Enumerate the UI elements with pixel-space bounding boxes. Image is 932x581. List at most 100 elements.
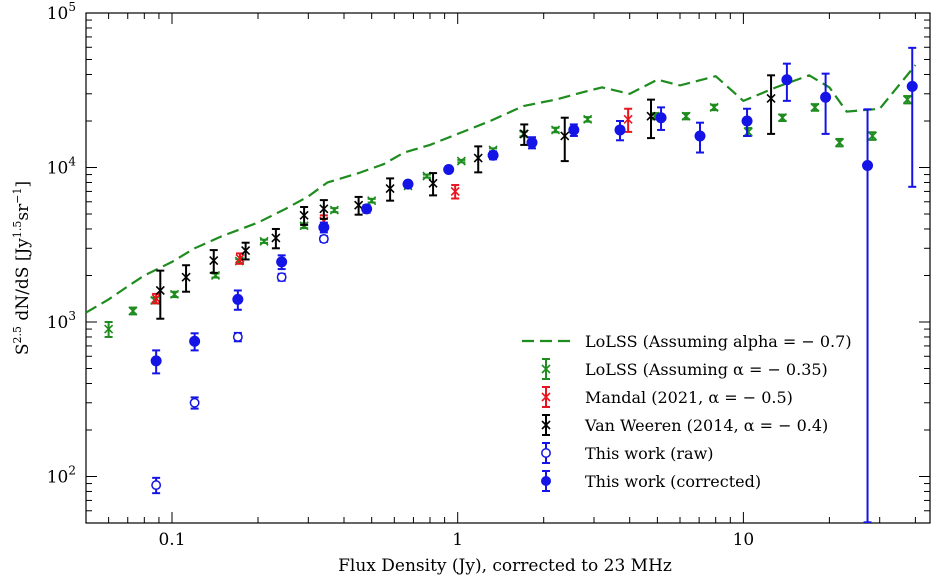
x-marker-stroke xyxy=(367,196,377,206)
x-marker-stroke xyxy=(456,156,466,166)
x-marker-stroke xyxy=(650,111,660,121)
x-marker-stroke xyxy=(473,153,483,163)
data-point xyxy=(128,306,138,316)
data-point xyxy=(361,203,373,215)
data-point xyxy=(104,320,114,338)
filled-circle-marker xyxy=(487,149,499,161)
x-marker-stroke xyxy=(329,205,339,215)
x-marker-stroke xyxy=(428,178,438,188)
data-point xyxy=(834,137,845,148)
series-lolss_pts xyxy=(104,95,912,338)
open-circle-marker xyxy=(151,480,162,491)
filled-circle-marker xyxy=(361,203,373,215)
plot-frame xyxy=(85,12,931,524)
y-tick-label: 105 xyxy=(47,0,76,24)
filled-circle-marker xyxy=(655,112,667,124)
x-tick-label: 0.1 xyxy=(158,530,185,550)
x-marker-stroke xyxy=(450,186,460,196)
legend: LoLSS (Assuming alpha = − 0.7) LoLSS (Ass… xyxy=(522,332,852,492)
y-axis-title-base: S xyxy=(13,343,33,355)
data-point xyxy=(583,114,593,124)
open-circle-marker xyxy=(232,332,243,342)
data-point xyxy=(741,107,753,137)
data-point xyxy=(709,102,719,112)
data-point xyxy=(473,145,483,174)
data-point xyxy=(781,62,793,102)
legend-item-raw: This work (raw) xyxy=(541,442,714,464)
data-point xyxy=(189,396,200,410)
filled-circle-marker xyxy=(741,115,753,127)
y-tick-label: 104 xyxy=(47,154,77,178)
legend-item-corrected: This work (corrected) xyxy=(541,470,761,492)
data-point xyxy=(169,289,180,299)
data-point xyxy=(655,106,667,131)
y-axis-title-sup3: −1 xyxy=(11,188,24,204)
x-marker-stroke xyxy=(354,200,364,210)
y-axis-title-mid2: sr xyxy=(13,203,33,221)
legend-label: LoLSS (Assuming α = − 0.35) xyxy=(585,360,828,379)
data-point xyxy=(181,264,191,293)
data-point xyxy=(862,108,874,523)
x-marker-stroke xyxy=(541,364,551,374)
data-point xyxy=(681,111,691,121)
plot-area xyxy=(85,12,931,524)
x-marker-stroke xyxy=(385,184,395,194)
legend-label: This work (corrected) xyxy=(585,472,761,491)
x-marker-stroke xyxy=(209,255,219,266)
data-point xyxy=(646,98,656,140)
data-point xyxy=(820,72,832,135)
filled-circle-marker xyxy=(694,130,706,142)
x-tick-label: 1 xyxy=(452,530,463,550)
filled-circle-marker xyxy=(318,221,330,233)
data-point xyxy=(329,205,339,215)
y-axis-title-sup1: 2.5 xyxy=(11,326,24,344)
data-point xyxy=(367,196,377,206)
y-tick-labels: 102 103 104 105 xyxy=(47,0,77,487)
x-marker-stroke xyxy=(902,95,912,105)
x-marker-stroke xyxy=(210,270,221,281)
legend-item-lolss_pts: LoLSS (Assuming α = − 0.35) xyxy=(541,358,828,380)
data-point xyxy=(155,269,165,320)
data-point xyxy=(428,172,438,197)
data-point xyxy=(241,241,251,261)
x-marker-stroke xyxy=(550,125,561,135)
open-circle-marker xyxy=(276,272,287,283)
data-point xyxy=(743,127,753,137)
y-axis-title-end: ] xyxy=(13,181,33,188)
x-marker-stroke xyxy=(810,102,820,112)
data-point xyxy=(614,119,626,142)
x-marker-stroke xyxy=(560,131,570,141)
y-minor-ticks xyxy=(86,19,930,524)
data-point xyxy=(560,116,570,163)
data-point xyxy=(151,292,161,305)
x-marker-stroke xyxy=(259,236,269,246)
data-point xyxy=(318,221,330,234)
data-point xyxy=(318,233,329,244)
filled-circle-marker xyxy=(820,91,832,103)
x-marker-stroke xyxy=(319,204,329,214)
x-marker-stroke xyxy=(241,245,251,256)
x-marker-stroke xyxy=(151,293,161,304)
x-marker-stroke xyxy=(541,420,551,430)
filled-circle-marker xyxy=(781,74,793,86)
x-marker-stroke xyxy=(128,306,138,316)
legend-label: Mandal (2021, α = − 0.5) xyxy=(585,388,793,407)
x-marker-stroke xyxy=(583,114,593,124)
x-marker-stroke xyxy=(777,113,788,123)
x-marker-stroke xyxy=(271,233,281,243)
data-point xyxy=(766,74,776,135)
data-point xyxy=(902,95,912,105)
legend-label: LoLSS (Assuming alpha = − 0.7) xyxy=(585,332,852,351)
y-major-ticks xyxy=(86,12,930,477)
data-point xyxy=(906,46,918,188)
data-point xyxy=(810,102,820,112)
x-tick-label: 10 xyxy=(733,530,755,550)
series-vanweeren xyxy=(155,74,776,320)
y-axis-title-mid: dN/dS [Jy xyxy=(13,238,33,326)
series-raw xyxy=(151,233,329,495)
x-major-ticks xyxy=(171,13,744,523)
data-point xyxy=(189,332,201,352)
x-marker-stroke xyxy=(235,253,245,263)
data-point xyxy=(623,107,633,133)
